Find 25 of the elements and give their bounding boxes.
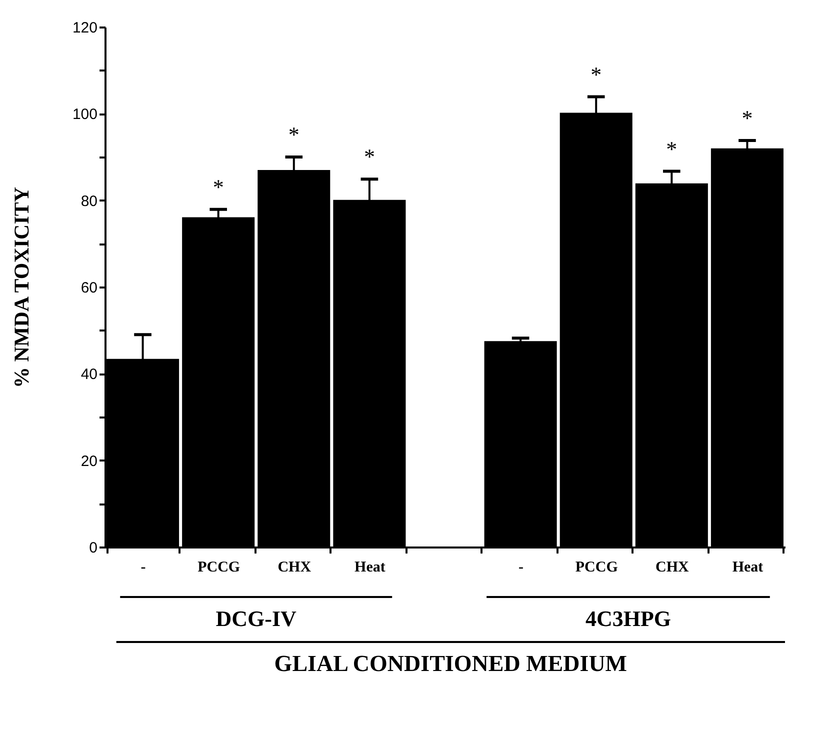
x-tick-label: CHX bbox=[278, 560, 312, 576]
x-tick-label: - bbox=[140, 560, 146, 576]
data-label: * bbox=[590, 62, 602, 87]
x-tick-label: PCCG bbox=[575, 560, 618, 576]
data-label: * bbox=[742, 106, 753, 131]
text: 4C3HPG bbox=[585, 606, 672, 631]
text: DCG-IV bbox=[216, 606, 297, 631]
x-tick-label: Heat bbox=[354, 560, 386, 576]
data-label: * bbox=[364, 144, 375, 170]
y-tick-label: 20 bbox=[80, 452, 98, 470]
y-tick-label: 120 bbox=[72, 20, 98, 36]
y-tick-label: 80 bbox=[80, 192, 98, 210]
x-tick-label: CHX bbox=[655, 560, 689, 576]
data-label: * bbox=[666, 136, 678, 162]
text: GLIAL CONDITIONED MEDIUM bbox=[274, 651, 628, 676]
y-tick-label: 0 bbox=[89, 540, 98, 556]
data-label: * bbox=[212, 174, 224, 200]
x-tick-label: Heat bbox=[732, 560, 764, 576]
x-tick-label: PCCG bbox=[198, 560, 240, 576]
x-tick-label: - bbox=[518, 560, 524, 576]
y-tick-label: 60 bbox=[80, 280, 98, 296]
y-tick-label: 100 bbox=[72, 106, 98, 124]
y-tick-label: 40 bbox=[80, 366, 98, 384]
data-label: * bbox=[288, 122, 300, 147]
y-axis-title: % NMDA TOXICITY bbox=[9, 186, 34, 388]
